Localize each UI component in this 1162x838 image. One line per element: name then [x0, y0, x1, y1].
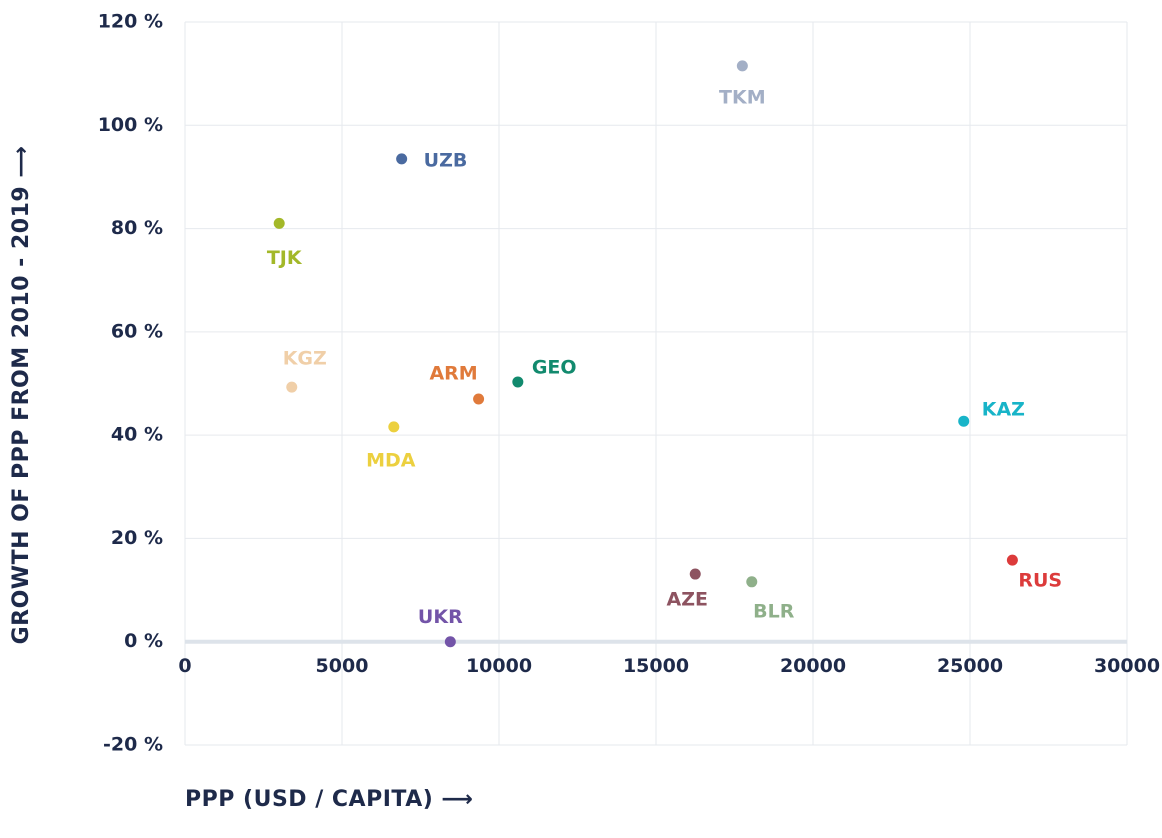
point	[396, 153, 408, 165]
x-axis-title: PPP (USD / CAPITA) ⟶	[185, 787, 473, 812]
point-label: TKM	[719, 86, 766, 108]
y-tick-label: 60 %	[111, 320, 163, 342]
y-tick-label: 0 %	[124, 630, 163, 652]
point-label: AZE	[667, 589, 708, 611]
point-label: GEO	[532, 356, 577, 378]
x-tick-label: 5000	[316, 655, 369, 677]
y-tick-label: 40 %	[111, 424, 163, 446]
x-tick-label: 15000	[623, 655, 689, 677]
point	[444, 636, 456, 648]
x-tick-label: 10000	[466, 655, 532, 677]
point-label: KGZ	[283, 348, 327, 370]
point	[689, 568, 701, 580]
y-tick-label: 100 %	[98, 114, 163, 136]
point	[1006, 554, 1018, 566]
x-tick-label: 25000	[937, 655, 1003, 677]
point	[512, 376, 524, 388]
point-label: UKR	[418, 606, 463, 628]
y-tick-label: 120 %	[98, 11, 163, 33]
y-axis-title: GROWTH OF PPP FROM 2010 - 2019 ⟶	[9, 146, 34, 645]
point	[746, 576, 758, 588]
y-tick-label: 80 %	[111, 217, 163, 239]
point	[736, 60, 748, 72]
x-tick-label: 0	[178, 655, 191, 677]
point	[473, 393, 485, 405]
point-label: TJK	[267, 247, 303, 269]
point	[388, 421, 400, 433]
x-tick-label: 30000	[1094, 655, 1160, 677]
point	[286, 381, 298, 393]
x-tick-label: 20000	[780, 655, 846, 677]
y-tick-label: 20 %	[111, 527, 163, 549]
point-label: MDA	[366, 449, 416, 471]
point-label: KAZ	[982, 399, 1025, 421]
point-label: RUS	[1018, 570, 1062, 592]
point	[958, 415, 970, 427]
point	[273, 217, 285, 229]
point-label: BLR	[753, 600, 795, 622]
point-label: UZB	[424, 149, 468, 171]
point-label: ARM	[429, 362, 477, 384]
y-tick-label: -20 %	[103, 734, 163, 756]
